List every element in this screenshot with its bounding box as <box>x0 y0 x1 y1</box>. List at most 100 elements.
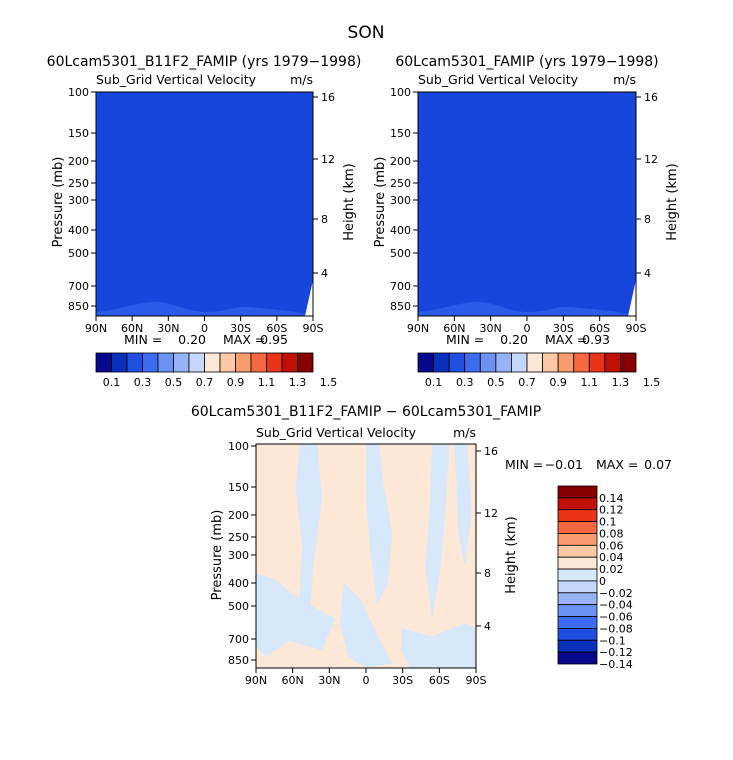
colorbar-bin <box>433 352 450 373</box>
colorbar-bin <box>250 352 267 373</box>
negative-anomaly-region <box>454 444 472 568</box>
colorbar-label: 1.5 <box>643 376 661 389</box>
colorbar-label: −0.12 <box>599 646 633 659</box>
y-tick-label: 850 <box>390 300 411 313</box>
negative-anomaly-region <box>295 444 322 635</box>
colorbar-label: 0.1 <box>425 376 443 389</box>
panel-title: 60Lcam5301_B11F2_FAMIP − 60Lcam5301_FAMI… <box>191 404 541 420</box>
negative-anomaly-region <box>425 444 450 619</box>
colorbar-bin <box>219 352 236 373</box>
colorbar-label: 0.1 <box>103 376 121 389</box>
colorbar-label: 0 <box>599 575 606 588</box>
y-tick-label: 700 <box>228 633 249 646</box>
y2-tick-label: 16 <box>644 91 658 104</box>
x-tick-label: 30N <box>480 322 502 335</box>
field-fill <box>96 92 313 316</box>
colorbar-bin <box>557 639 598 653</box>
colorbar-label: 0.5 <box>487 376 505 389</box>
negative-anomaly-region <box>366 444 393 606</box>
y-tick-label: 300 <box>228 549 249 562</box>
colorbar-label: 1.5 <box>320 376 338 389</box>
min-value: 0.20 <box>500 332 528 347</box>
colorbar-bin <box>557 604 598 617</box>
y2-tick-label: 8 <box>644 213 651 226</box>
y-tick-label: 850 <box>68 300 89 313</box>
y-tick-label: 100 <box>68 86 89 99</box>
panel-subtitle: Sub_Grid Vertical Velocity <box>96 72 257 87</box>
min-label: MIN = <box>505 457 543 472</box>
y-tick-label: 500 <box>68 247 89 260</box>
colorbar-bin <box>95 352 112 373</box>
max-value: 0.93 <box>582 332 610 347</box>
colorbar-bin <box>604 352 621 373</box>
y2-tick-label: 8 <box>484 567 491 580</box>
max-label: MAX = <box>596 457 638 472</box>
x-tick-label: 0 <box>363 674 370 687</box>
colorbar-bin <box>142 352 159 373</box>
negative-anomaly-region <box>401 623 476 668</box>
colorbar-bin <box>157 352 174 373</box>
y-tick-label: 250 <box>390 177 411 190</box>
y-tick-label: 700 <box>390 280 411 293</box>
colorbar-bin <box>266 352 283 373</box>
colorbar-label: 1.3 <box>289 376 307 389</box>
colorbar-label: −0.1 <box>599 634 626 647</box>
x-tick-label: 0 <box>201 322 208 335</box>
panel-units: m/s <box>453 425 476 440</box>
panel-difference: 60Lcam5301_B11F2_FAMIP − 60Lcam5301_FAMI… <box>191 404 672 687</box>
y-tick-label: 500 <box>390 247 411 260</box>
colorbar-label: 0.02 <box>599 563 624 576</box>
panel-title: 60Lcam5301_B11F2_FAMIP (yrs 1979−1998) <box>47 54 362 70</box>
colorbar-label: 1.1 <box>258 376 276 389</box>
negative-anomaly-region <box>467 636 476 664</box>
y-tick-label: 400 <box>390 224 411 237</box>
x-tick-label: 60N <box>443 322 465 335</box>
colorbar-bin <box>557 352 575 373</box>
panel-subtitle: Sub_Grid Vertical Velocity <box>418 72 579 87</box>
min-value: −0.01 <box>545 457 583 472</box>
colorbar-bin <box>557 485 598 499</box>
colorbar-label: 0.7 <box>196 376 214 389</box>
panel-model-famip: 60Lcam5301_FAMIP (yrs 1979−1998) Sub_Gri… <box>373 54 680 389</box>
y-tick-label: 100 <box>390 86 411 99</box>
colorbar-bin <box>557 628 598 641</box>
y2-tick-label: 4 <box>484 620 491 633</box>
panel-subtitle: Sub_Grid Vertical Velocity <box>256 425 417 440</box>
colorbar-bin <box>281 352 298 373</box>
page-title: SON <box>348 23 385 43</box>
y2-tick-label: 8 <box>321 213 328 226</box>
y-axis-label: Pressure (mb) <box>373 157 388 248</box>
panel-model-b11f2: 60Lcam5301_B11F2_FAMIP (yrs 1979−1998) S… <box>47 54 362 389</box>
y-tick-label: 200 <box>68 155 89 168</box>
colorbar-bin <box>511 352 528 373</box>
y-tick-label: 150 <box>68 127 89 140</box>
colorbar-bin <box>173 352 190 373</box>
colorbar-label: 0.9 <box>227 376 245 389</box>
y2-tick-label: 16 <box>321 91 335 104</box>
colorbar-label: 0.12 <box>599 504 624 517</box>
field-missing-corner <box>628 280 636 316</box>
min-label: MIN = <box>124 332 162 347</box>
y-axis-label: Pressure (mb) <box>51 157 66 248</box>
colorbar-label: 0.06 <box>599 539 624 552</box>
colorbar-bin <box>448 352 466 373</box>
colorbar-bin <box>573 352 590 373</box>
colorbar-label: 0.7 <box>518 376 536 389</box>
colorbar-bin <box>417 352 434 373</box>
colorbar-label: 1.3 <box>612 376 630 389</box>
colorbar-bin <box>557 521 598 534</box>
max-value: 0.07 <box>644 457 672 472</box>
colorbar-bin <box>557 592 598 606</box>
y2-tick-label: 4 <box>644 267 651 280</box>
y2-tick-label: 16 <box>484 445 498 458</box>
x-tick-label: 30S <box>553 322 574 335</box>
colorbar-bin <box>526 352 543 373</box>
colorbar-bin <box>557 651 598 665</box>
colorbar-bin <box>557 580 598 594</box>
y-tick-label: 400 <box>228 577 249 590</box>
y-tick-label: 100 <box>228 440 249 453</box>
y-tick-label: 200 <box>228 509 249 522</box>
y-tick-label: 250 <box>68 177 89 190</box>
y-tick-label: 700 <box>68 280 89 293</box>
x-tick-label: 60S <box>589 322 610 335</box>
